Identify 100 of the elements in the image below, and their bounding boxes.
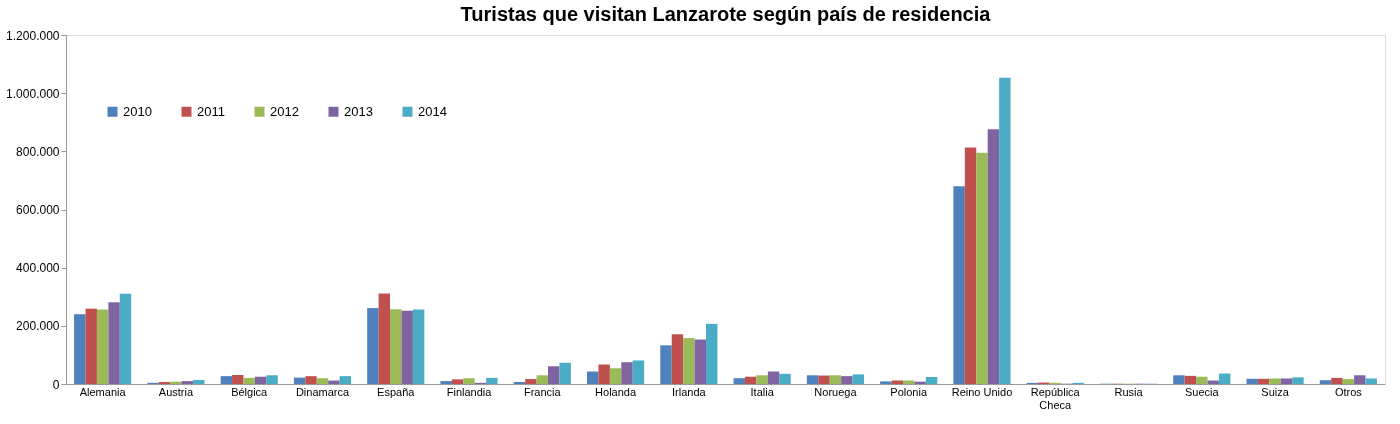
legend-label: 2012 bbox=[270, 103, 299, 119]
x-tick-label: Noruega bbox=[814, 385, 858, 398]
bar bbox=[1218, 373, 1231, 384]
bar bbox=[96, 309, 109, 384]
bar bbox=[74, 314, 86, 384]
bar bbox=[806, 375, 819, 384]
bar bbox=[671, 334, 684, 384]
x-tick-label: Otros bbox=[1334, 385, 1363, 398]
bar bbox=[232, 374, 244, 384]
bar bbox=[880, 381, 892, 384]
y-tick-label: 1.200.000 bbox=[6, 28, 60, 43]
x-tick-label: España bbox=[377, 385, 416, 398]
x-tick-label: República Checa bbox=[1030, 385, 1081, 411]
bar bbox=[328, 380, 340, 384]
x-tick-label: Suiza bbox=[1261, 385, 1290, 398]
bar bbox=[548, 366, 560, 384]
bar bbox=[964, 147, 977, 384]
bar bbox=[694, 339, 707, 384]
y-tick-label: 0 bbox=[52, 377, 60, 392]
bar bbox=[390, 309, 402, 384]
x-tick-label: Bélgica bbox=[231, 385, 269, 398]
bar bbox=[193, 379, 205, 384]
bar bbox=[829, 375, 842, 384]
bar bbox=[953, 186, 965, 384]
bar bbox=[85, 308, 97, 384]
x-tick-label: Italia bbox=[750, 385, 775, 398]
bar bbox=[401, 310, 413, 384]
bar bbox=[660, 345, 672, 384]
y-tick-label: 600.000 bbox=[16, 203, 60, 217]
bar bbox=[266, 375, 278, 384]
x-tick-label: Alemania bbox=[79, 385, 127, 398]
x-tick-label: Suecia bbox=[1184, 385, 1220, 398]
x-tick-label: Francia bbox=[523, 385, 562, 398]
bar bbox=[976, 152, 988, 384]
x-tick-label: Finlandia bbox=[446, 385, 493, 398]
x-tick-label: Holanda bbox=[595, 385, 637, 398]
legend-label: 2010 bbox=[123, 103, 152, 119]
bar bbox=[158, 381, 171, 384]
bar bbox=[598, 364, 610, 384]
x-tick-label: Rusia bbox=[1114, 385, 1144, 398]
bar bbox=[1173, 375, 1185, 384]
bar bbox=[181, 381, 194, 384]
bar bbox=[852, 374, 864, 384]
bar bbox=[339, 376, 352, 384]
bar bbox=[779, 373, 791, 384]
x-tick-label: Polonia bbox=[890, 385, 928, 398]
bar bbox=[254, 376, 267, 384]
bar bbox=[559, 362, 571, 384]
y-tick-label: 800.000 bbox=[16, 144, 60, 159]
bar bbox=[525, 379, 537, 384]
bar bbox=[683, 338, 695, 384]
bar bbox=[925, 377, 938, 384]
bar bbox=[119, 293, 132, 384]
bar bbox=[451, 379, 464, 384]
bar bbox=[987, 129, 1000, 384]
bar bbox=[412, 309, 425, 384]
bar bbox=[841, 376, 853, 384]
legend-label: 2011 bbox=[197, 103, 225, 119]
x-tick-label: Reino Unido bbox=[951, 385, 1013, 398]
bar bbox=[367, 308, 379, 384]
bar bbox=[1246, 378, 1258, 384]
bar bbox=[587, 371, 599, 384]
bar bbox=[305, 376, 317, 384]
bar bbox=[1196, 376, 1208, 384]
legend-label: 2014 bbox=[418, 103, 447, 119]
bar bbox=[108, 302, 120, 384]
x-tick-label: Dinamarca bbox=[295, 385, 350, 398]
bar bbox=[1365, 378, 1377, 384]
bar bbox=[609, 368, 622, 384]
legend-label: 2013 bbox=[344, 103, 373, 119]
bar bbox=[1184, 375, 1197, 384]
bar bbox=[378, 293, 391, 384]
chart-title: Turistas que visitan Lanzarote según país de residencia bbox=[460, 3, 992, 25]
bar bbox=[706, 323, 718, 384]
bar bbox=[1257, 378, 1270, 384]
x-tick-label: Irlanda bbox=[672, 385, 707, 398]
bar bbox=[513, 381, 526, 384]
bar bbox=[1269, 378, 1281, 384]
bar bbox=[1342, 379, 1355, 384]
bar bbox=[744, 376, 757, 384]
bar bbox=[220, 376, 233, 384]
bar bbox=[316, 378, 329, 384]
y-tick-label: 400.000 bbox=[16, 261, 60, 276]
bar bbox=[1292, 377, 1304, 384]
bar bbox=[621, 362, 633, 384]
bar bbox=[999, 77, 1011, 384]
bar bbox=[733, 378, 745, 384]
bar bbox=[293, 377, 306, 384]
bar bbox=[1354, 375, 1366, 384]
y-tick-label: 200.000 bbox=[16, 319, 60, 334]
bar bbox=[486, 377, 498, 384]
bar bbox=[463, 378, 475, 384]
bar bbox=[632, 360, 645, 384]
y-tick-label: 1.000.000 bbox=[6, 86, 60, 101]
bar bbox=[440, 381, 452, 384]
bar bbox=[767, 371, 780, 384]
bar bbox=[1331, 377, 1343, 384]
x-tick-label: Austria bbox=[158, 385, 194, 398]
bar bbox=[1319, 380, 1332, 384]
bar bbox=[756, 375, 768, 384]
